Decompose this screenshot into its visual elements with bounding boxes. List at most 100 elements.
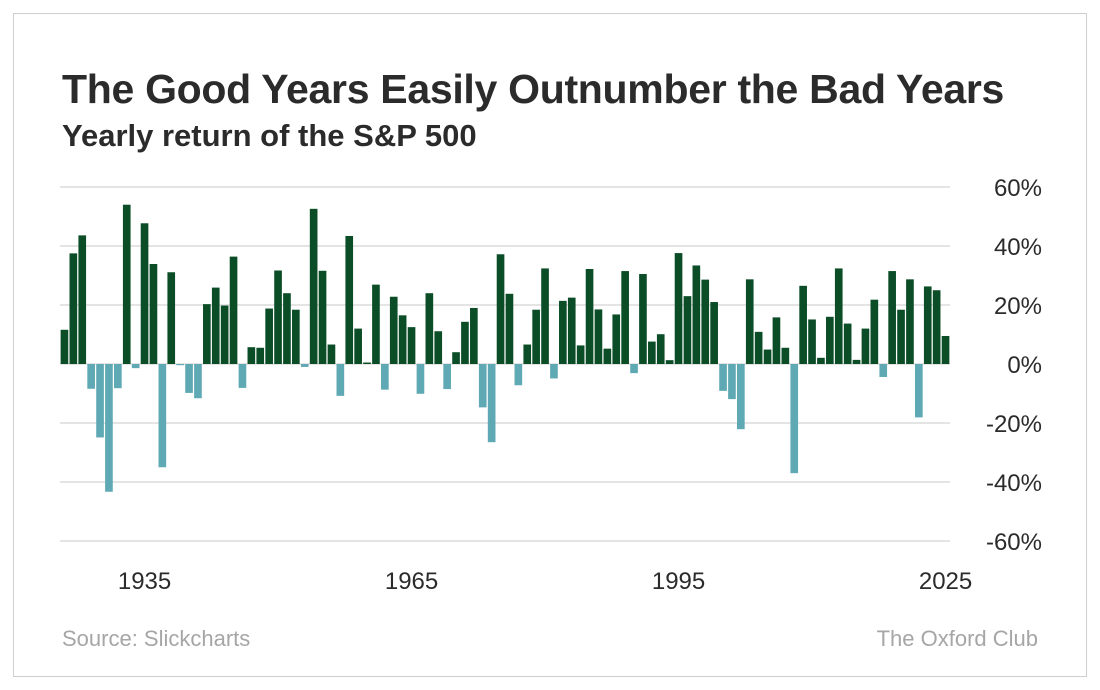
bar-negative xyxy=(185,364,193,393)
bar-negative xyxy=(300,364,309,367)
bar-positive xyxy=(826,316,834,364)
bar-negative xyxy=(194,364,202,399)
bar-negative xyxy=(478,364,487,408)
bar-positive xyxy=(834,268,843,364)
bar-positive xyxy=(639,274,647,364)
bar-negative xyxy=(336,364,345,396)
x-tick-label: 1935 xyxy=(118,568,171,595)
bar-positive xyxy=(612,314,621,364)
bar-positive xyxy=(541,268,549,364)
bar-positive xyxy=(683,296,692,364)
bar-positive xyxy=(754,331,763,364)
bar-positive xyxy=(656,334,665,364)
bar-negative xyxy=(719,364,727,391)
bar-negative xyxy=(114,364,122,389)
bar-negative xyxy=(131,364,140,369)
bar-negative xyxy=(790,364,799,474)
bar-positive xyxy=(265,308,273,364)
bar-positive xyxy=(372,284,380,364)
bar-positive xyxy=(229,256,238,364)
bar-positive xyxy=(523,344,532,364)
bar-positive xyxy=(398,315,407,364)
bar-positive xyxy=(461,321,469,364)
bar-positive xyxy=(452,352,460,364)
bar-positive xyxy=(585,269,594,364)
bar-positive xyxy=(354,328,362,364)
bar-positive xyxy=(292,309,300,364)
bar-positive xyxy=(852,359,861,364)
bar-positive xyxy=(309,208,318,364)
bar-positive xyxy=(345,235,354,364)
bar-positive xyxy=(906,279,914,364)
bar-negative xyxy=(105,364,113,492)
bar-positive xyxy=(149,264,158,364)
bar-positive xyxy=(861,328,870,364)
bar-positive xyxy=(674,253,683,364)
bar-positive xyxy=(220,305,229,364)
bar-positive xyxy=(203,304,211,364)
bar-positive xyxy=(69,253,78,365)
bar-positive xyxy=(692,265,701,364)
bar-positive xyxy=(425,293,434,364)
bar-negative xyxy=(879,364,888,377)
bar-positive xyxy=(567,297,576,365)
bar-negative xyxy=(87,364,95,389)
bar-positive xyxy=(283,293,291,364)
y-tick-label: -60% xyxy=(986,529,1042,556)
bar-negative xyxy=(443,364,451,390)
bar-negative xyxy=(238,364,247,388)
bar-negative xyxy=(416,364,425,394)
source-note: Source: Slickcharts xyxy=(62,626,251,651)
y-tick-label: 0% xyxy=(1007,352,1042,379)
bar-negative xyxy=(728,364,736,400)
y-tick-label: 40% xyxy=(994,234,1042,261)
bar-negative xyxy=(915,364,923,418)
bar-positive xyxy=(665,360,674,364)
y-tick-label: -20% xyxy=(986,411,1042,438)
bar-positive xyxy=(274,270,282,364)
bar-positive xyxy=(60,329,69,364)
bar-positive xyxy=(817,357,825,364)
bar-positive xyxy=(870,299,879,364)
bar-positive xyxy=(932,290,941,364)
y-tick-label: 20% xyxy=(994,293,1042,320)
bar-positive xyxy=(496,254,505,364)
y-tick-label: 60% xyxy=(994,175,1042,202)
bar-positive xyxy=(843,323,852,364)
bar-positive xyxy=(318,270,327,364)
bar-negative xyxy=(550,364,558,379)
bar-negative xyxy=(176,364,184,366)
x-tick-label: 1965 xyxy=(385,568,438,595)
bar-positive xyxy=(505,293,514,364)
bar-positive xyxy=(576,345,585,364)
x-tick-label: 2025 xyxy=(919,568,972,595)
chart-subtitle: Yearly return of the S&P 500 xyxy=(62,118,477,153)
bar-positive xyxy=(745,279,754,364)
bar-positive xyxy=(648,341,656,364)
bar-positive xyxy=(781,347,790,364)
bar-positive xyxy=(772,317,781,364)
bar-positive xyxy=(167,272,176,364)
bar-negative xyxy=(381,364,389,390)
brand-label: The Oxford Club xyxy=(876,626,1038,651)
bar-positive xyxy=(78,235,87,364)
bar-negative xyxy=(737,364,745,430)
bar-positive xyxy=(799,285,807,364)
bar-positive xyxy=(389,296,398,364)
bar-positive xyxy=(434,331,443,364)
bar-positive xyxy=(211,287,220,364)
x-tick-label: 1995 xyxy=(652,568,705,595)
bar-positive xyxy=(594,309,603,364)
bar-positive xyxy=(888,271,896,364)
bar-positive xyxy=(256,347,265,364)
bar-positive xyxy=(407,327,416,365)
bar-positive xyxy=(808,319,816,364)
bar-positive xyxy=(710,302,718,364)
bar-positive xyxy=(897,309,905,364)
bar-positive xyxy=(603,348,612,364)
bar-positive xyxy=(247,347,256,364)
bar-positive xyxy=(327,344,336,364)
bar-positive xyxy=(621,271,629,364)
bar-negative xyxy=(630,364,638,374)
